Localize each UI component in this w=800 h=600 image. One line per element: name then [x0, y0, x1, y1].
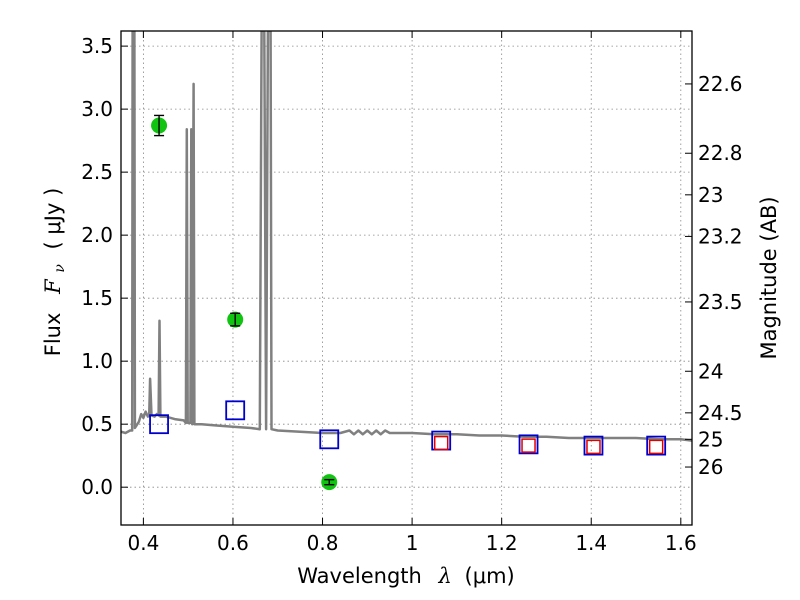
y-tick-label: 2.0: [81, 223, 113, 247]
y2-tick-label: 24.5: [698, 401, 743, 425]
model-flux-square: [518, 434, 539, 455]
model-flux-square-alt: [586, 439, 601, 455]
y2-tick-label: 24: [698, 359, 723, 383]
ticks-layer: 0.4 0.6 0.8 1 1.2 1.4 1.6 0.0 0.5 1.0 1.5 2.0 2.5 3.0…: [81, 31, 743, 555]
plot-frame: [120, 30, 693, 526]
y2-tick-label: 23.2: [698, 224, 743, 248]
x-tick-label: 0.6: [217, 531, 249, 555]
y2-tick-label: 23: [698, 183, 723, 207]
x-tick-label: 0.4: [127, 531, 159, 555]
x-tick-label: 1.6: [665, 531, 697, 555]
model-flux-square-alt: [521, 438, 536, 453]
y2-tick-label: 26: [698, 455, 723, 479]
y-tick-label: 0.0: [81, 475, 113, 499]
x-axis-label: Wavelength λ (μm): [297, 564, 514, 588]
model-flux-square: [225, 400, 246, 421]
markers-layer: [149, 114, 667, 491]
y-tick-label: 0.5: [81, 412, 113, 436]
grid: [121, 31, 692, 525]
x-tick-label: 1: [406, 531, 419, 555]
model-flux-square: [319, 429, 340, 450]
y-tick-label: 1.0: [81, 349, 113, 373]
y2-tick-label: 25: [698, 427, 723, 451]
y-tick-label: 1.5: [81, 286, 113, 310]
y2-tick-label: 22.8: [698, 141, 743, 165]
model-flux-square-alt: [433, 435, 449, 451]
model-flux-square: [149, 414, 169, 435]
model-flux-square: [646, 435, 667, 456]
y-tick-label: 3.5: [81, 34, 113, 58]
model-flux-square: [583, 435, 604, 456]
y-tick-label: 3.0: [81, 97, 113, 121]
spectrum-layer: [121, 31, 692, 442]
y2-tick-label: 22.6: [698, 72, 743, 96]
x-tick-label: 0.8: [307, 531, 339, 555]
x-tick-label: 1.4: [575, 531, 607, 555]
spectrum-line: [121, 31, 692, 442]
y-axis-label: Flux F ν ( μJy ): [41, 188, 69, 357]
y-tick-label: 2.5: [81, 160, 113, 184]
y2-tick-label: 23.5: [698, 290, 743, 314]
x-tick-label: 1.2: [486, 531, 518, 555]
model-flux-square-alt: [648, 439, 664, 455]
y2-axis-label: Magnitude (AB): [757, 196, 781, 359]
